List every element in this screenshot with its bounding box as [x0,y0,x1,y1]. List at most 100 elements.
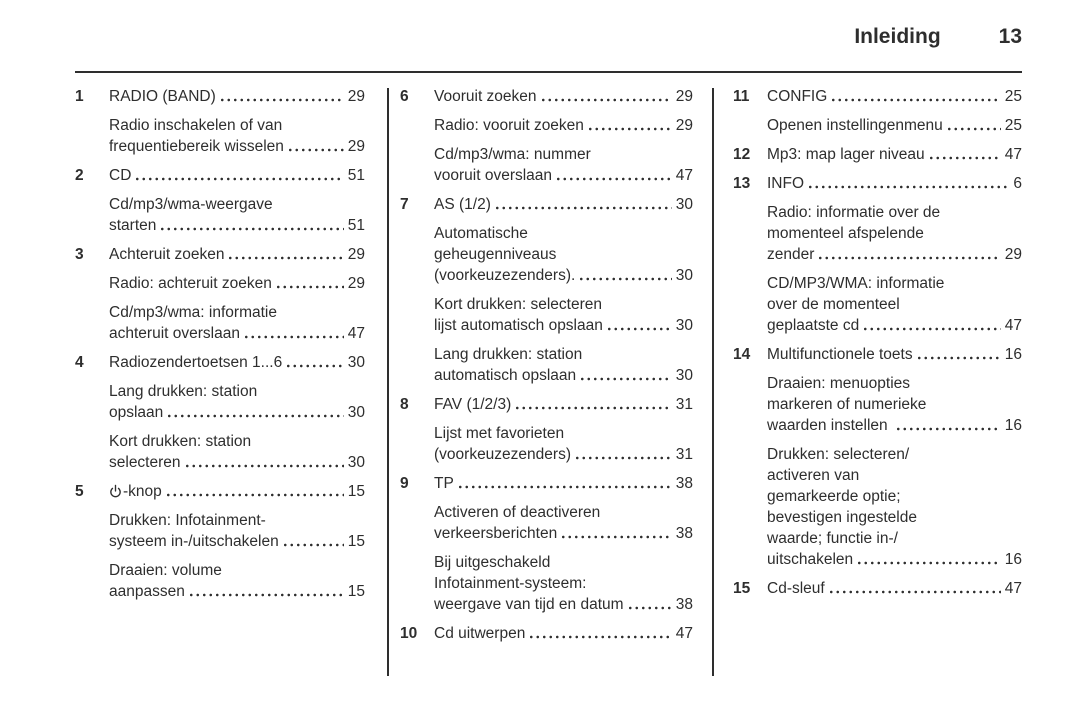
toc-entry-line: geheugenniveaus [434,246,557,263]
toc-entry-line: markeren of numerieke [767,396,927,413]
toc-entry-line: Bij uitgeschakeld [434,554,551,571]
toc-entry-line: Automatische [434,225,528,242]
toc-entry-text: RADIO (BAND) [109,88,216,105]
toc-entry-body: Mp3: map lager niveau 47 [767,144,1022,165]
toc-entry-text: AS (1/2) [434,196,491,213]
toc-entry: Cd/mp3/wma: informatie achteruit oversla… [75,302,365,344]
dot-leader [166,402,344,423]
toc-entry: 2 CD 51 [75,165,365,186]
dot-leader [514,394,672,415]
toc-entry-lastline: opslaan 30 [109,402,365,423]
toc-entry-lastline: frequentiebereik wisselen 29 [109,136,365,157]
toc-entry-line: Draaien: volume [109,562,222,579]
dot-leader [134,165,344,186]
toc-entry-line: Cd/mp3/wma-weergave [109,196,273,213]
column-divider-1 [387,88,389,676]
toc-entry-line: Draaien: menuopties [767,375,911,392]
toc-entry: Radio inschakelen of van frequentieberei… [75,115,365,157]
toc-entry-body: Kort drukken: selecteren lijst automatis… [434,294,693,336]
toc-entry-text: Mp3: map lager niveau [767,146,925,163]
page-title: Inleiding [854,25,941,48]
toc-entry-lastline: Multifunctionele toets 16 [767,344,1022,365]
toc-entry-body: Multifunctionele toets 16 [767,344,1022,365]
toc-entry-text: opslaan [109,404,164,421]
toc-entry: Draaien: menuopties markeren of numerieke… [733,373,1022,436]
toc-entry-line: Kort drukken: selecteren [434,296,603,313]
toc-entry-body: Drukken: selecteren/activeren van gemarke… [767,444,1022,570]
toc-entry: Cd/mp3/wma-weergave starten 51 [75,194,365,236]
toc-entry-number: 7 [400,196,409,213]
toc-entry-body: Cd/mp3/wma-weergave starten 51 [109,194,365,236]
toc-entry-number: 13 [733,175,751,192]
dot-leader [945,115,1001,136]
toc-entry-text: zender [767,246,815,263]
toc-entry-page: 30 [347,404,365,421]
toc-entry-lastline: (voorkeuzezenders) 31 [434,444,693,465]
toc-entry-body: -knop 15 [109,481,365,502]
toc-entry-lastline: (voorkeuzezenders). 30 [434,265,693,286]
toc-entry-page: 15 [347,483,365,500]
toc-entry-text: FAV (1/2/3) [434,396,512,413]
dot-leader [605,315,672,336]
toc-entry-body: Radio: informatie over de momenteel afspe… [767,202,1022,265]
toc-entry: 11 CONFIG 25 [733,86,1022,107]
toc-entry-body: RADIO (BAND) 29 [109,86,365,107]
toc-entry-body: Automatische geheugenniveaus (voorkeuzeze… [434,223,693,286]
toc-entry-lastline: -knop 15 [109,481,365,502]
toc-entry-page: 6 [1013,175,1022,192]
column-divider-2 [712,88,714,676]
toc-entry-text: -knop [123,483,162,500]
toc-entry: Bij uitgeschakeld Infotainment-systeem: w… [400,552,693,615]
toc-entry-line: Infotainment-systeem: [434,575,587,592]
toc-entry-lastline: AS (1/2) 30 [434,194,693,215]
toc-entry-lastline: CONFIG 25 [767,86,1022,107]
toc-entry-line: Cd/mp3/wma: nummer [434,146,591,163]
toc-entry-text: Radio: vooruit zoeken [434,117,584,134]
toc-entry-page: 51 [347,217,365,234]
toc-entry: Openen instellingenmenu 25 [733,115,1022,136]
dot-leader [827,578,1001,599]
toc-entry: Cd/mp3/wma: nummer vooruit overslaan 47 [400,144,693,186]
toc-entry: Lang drukken: station opslaan 30 [75,381,365,423]
toc-entry-page: 47 [1004,146,1022,163]
toc-entry: Lang drukken: station automatisch opslaa… [400,344,693,386]
toc-entry: 9 TP 38 [400,473,693,494]
toc-entry: CD/MP3/WMA: informatie over de momenteel … [733,273,1022,336]
toc-entry-lastline: starten 51 [109,215,365,236]
toc-entry-page: 25 [1004,88,1022,105]
toc-entry-lastline: vooruit overslaan 47 [434,165,693,186]
toc-entry-body: Draaien: menuopties markeren of numerieke… [767,373,1022,436]
toc-entry-text: weergave van tijd en datum [434,596,624,613]
toc-entry-body: Vooruit zoeken 29 [434,86,693,107]
toc-entry-line: Radio inschakelen of van [109,117,283,134]
dot-leader [218,86,344,107]
toc-entry-line: Lijst met favorieten [434,425,565,442]
toc-entry-page: 51 [347,167,365,184]
dot-leader [817,244,1001,265]
header-rule [75,71,1022,73]
toc-entry-text: TP [434,475,454,492]
toc-entry-page: 15 [347,583,365,600]
dot-leader [164,481,344,502]
dot-leader [578,265,672,286]
toc-entry-body: Lang drukken: station opslaan 30 [109,381,365,423]
toc-entry-text: achteruit overslaan [109,325,240,342]
dot-leader [856,549,1001,570]
toc-entry-lastline: FAV (1/2/3) 31 [434,394,693,415]
dot-leader [456,473,672,494]
toc-entry-lastline: CD 51 [109,165,365,186]
dot-leader [830,86,1001,107]
toc-entry-lastline: verkeersberichten 38 [434,523,693,544]
toc-entry-page: 16 [1004,417,1022,434]
toc-entry: 6 Vooruit zoeken 29 [400,86,693,107]
toc-entry-page: 30 [675,196,693,213]
toc-entry-body: Draaien: volume aanpassen 15 [109,560,365,602]
toc-entry-number: 11 [733,88,750,105]
toc-entry-page: 29 [347,138,365,155]
toc-entry-line: Kort drukken: station [109,433,252,450]
toc-entry: Draaien: volume aanpassen 15 [75,560,365,602]
toc-entry: 15 Cd-sleuf 47 [733,578,1022,599]
toc-entry-lastline: Cd-sleuf 47 [767,578,1022,599]
toc-entry-page: 30 [675,367,693,384]
toc-entry-text: Achteruit zoeken [109,246,225,263]
